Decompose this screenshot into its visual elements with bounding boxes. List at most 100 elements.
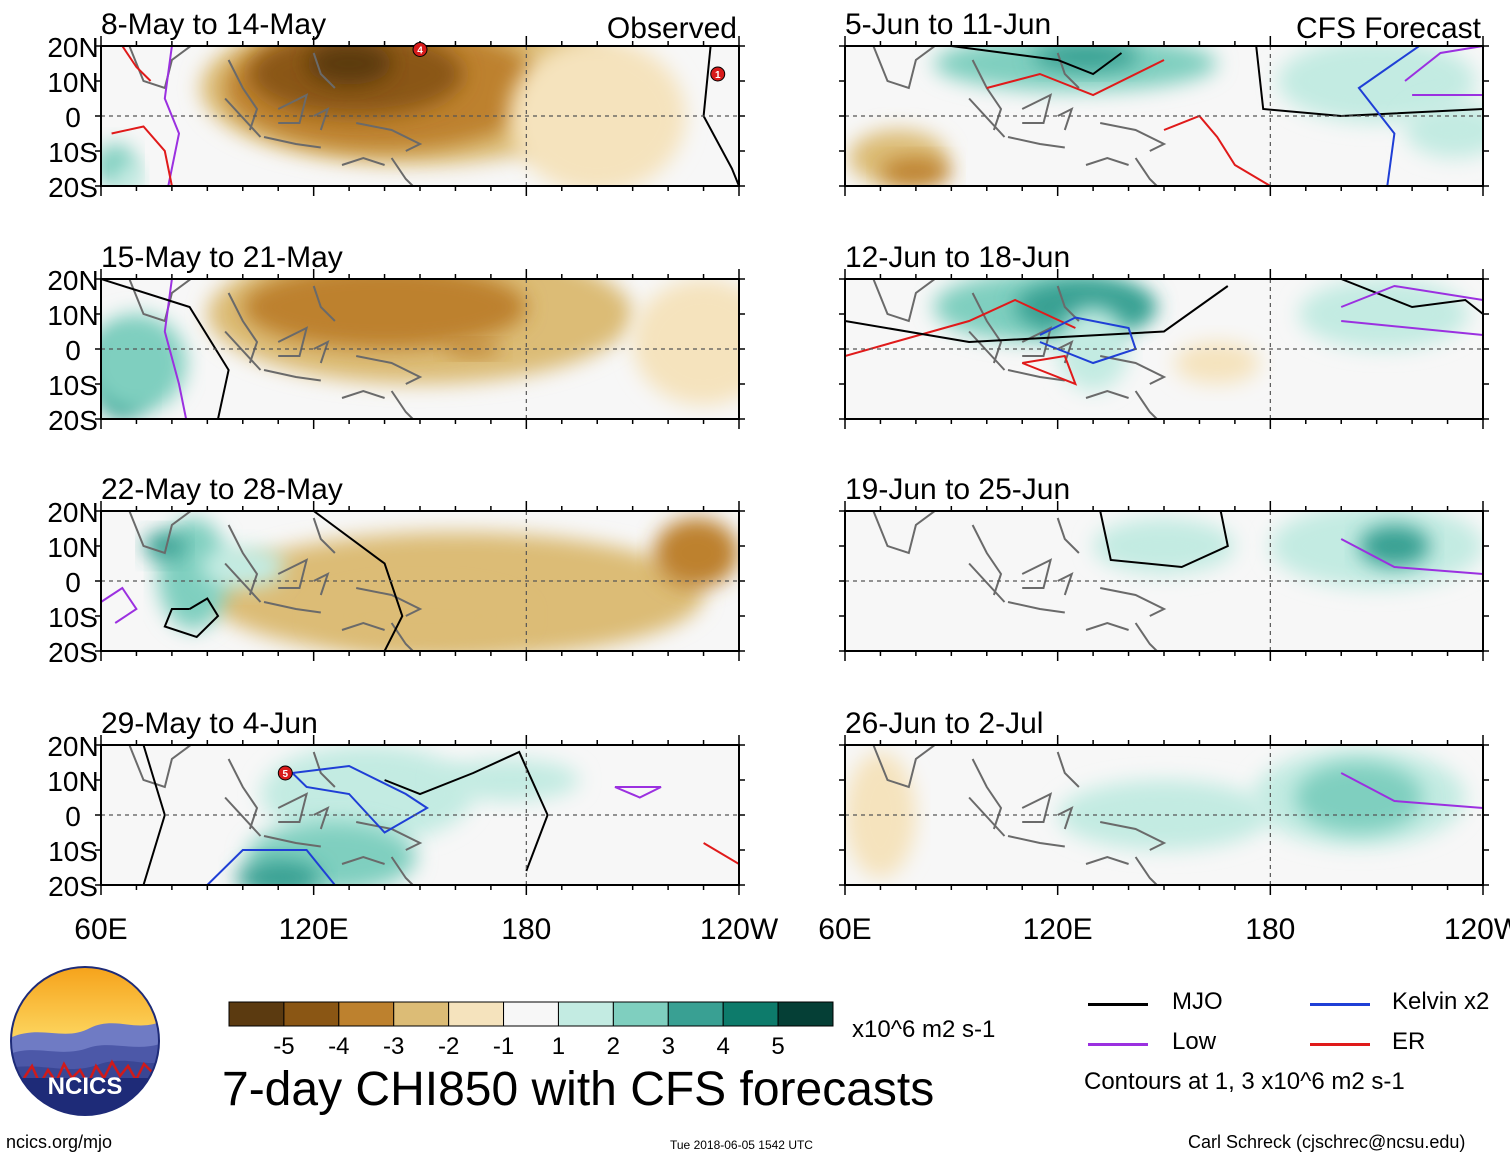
colorbar-tick-label: -4 [328,1033,349,1060]
colorbar-tick-label: 3 [662,1033,675,1060]
contour-line [703,842,739,865]
contour-line [206,849,336,885]
coastline [227,59,259,131]
x-tick-label: 120E [279,913,349,946]
anomaly-region [115,165,144,186]
contour-line [142,745,166,885]
coastline [356,821,423,851]
colorbar-tick-label: -1 [493,1033,514,1060]
coastline [341,621,385,631]
coastline [390,157,415,186]
colorbar-swatch [503,1001,559,1027]
anomaly-region [880,158,952,186]
legend-label-mjo: MJO [1172,988,1223,1015]
anomaly-region [632,279,739,405]
contour-line [614,786,662,799]
contour-line [163,279,188,419]
colorbar-tick-label: -2 [438,1033,459,1060]
coastline [1085,389,1129,399]
coastline [1134,856,1159,885]
anomaly-region [437,759,580,801]
cyclone-symbol [710,66,726,82]
anomaly-region [444,342,502,356]
anomaly-region [1032,46,1140,71]
coastline [1100,122,1167,152]
colorbar-swatch [393,1001,450,1027]
coastline [1056,517,1080,554]
coastline [227,524,259,596]
colorbar-swatch [283,1001,340,1027]
y-tick-label: 10N [47,532,98,563]
coastline [1007,369,1065,382]
colorbar-tick-label: 5 [771,1033,784,1060]
y-tick-label: 10N [47,300,98,331]
footer-url: ncics.org/mjo [6,1132,113,1152]
coastline [1100,587,1167,617]
coastline [968,97,1006,138]
coastline [128,511,193,555]
coastline [971,292,1003,364]
coastline [313,107,330,131]
coastline [1134,157,1159,186]
colorbar-swatch [777,1001,834,1027]
coastline [1134,390,1159,419]
contour-line [1255,46,1483,118]
colorbar-tick-label: -3 [383,1033,404,1060]
coastline [277,93,309,124]
colorbar-swatch [228,1001,285,1027]
coastline [312,285,336,322]
coastline [341,389,385,399]
coastline [1007,835,1065,848]
map-panel: 26-Jun to 2-Jul 60E 120E 180 120W [818,707,1510,946]
panel-label: 22-May to 28-May [101,473,343,506]
anomaly-region [1015,279,1157,335]
legend-line-er [1310,1043,1370,1046]
coastline [356,355,423,385]
anomaly-region [1057,780,1271,850]
y-tick-label: 10S [48,836,98,867]
anomaly-region [313,588,527,644]
y-tick-label: 20N [47,265,98,296]
coastline [872,279,937,323]
colorbar-tick-label: -5 [273,1033,294,1060]
panel-label: 15-May to 21-May [101,241,343,274]
contour-line [101,586,138,624]
y-tick-label: 10S [48,602,98,633]
coastline [1057,806,1074,830]
anomaly-region [101,314,187,412]
cyclone-symbol [277,765,293,781]
y-tick-label: 0 [65,567,81,598]
colorbar-swatch [667,1001,724,1027]
contour-line [1021,354,1078,386]
legend-label-er: ER [1392,1028,1426,1055]
contour-line [1039,316,1137,365]
anomaly-region [1358,525,1430,567]
x-tick-label: 120W [700,913,779,946]
anomaly-region [653,518,739,588]
contour-line [121,46,152,82]
contour-line [986,59,1165,97]
coastline [277,558,309,589]
coastline [1007,601,1065,614]
colorbar-swatch [722,1001,779,1027]
colorbar-swatch [612,1001,669,1027]
y-tick-label: 10S [48,137,98,168]
coastline [971,59,1003,131]
coastline [224,330,262,371]
figure-title: 7-day CHI850 with CFS forecasts [222,1063,935,1116]
x-tick-label: 60E [74,913,127,946]
coastline [341,855,385,865]
coastline [1056,285,1080,322]
coastline [1057,572,1074,596]
contour-line [1099,511,1229,569]
anomaly-region [1298,279,1469,349]
panel-label: 8-May to 14-May [101,8,326,41]
map-panel: 20N 10N 0 10S 20S 15-May to 21-May [47,241,745,436]
coastline [1100,821,1167,851]
coastline [128,279,193,323]
y-tick-label: 0 [65,335,81,366]
coastline [312,751,336,788]
coastline [224,562,262,603]
coastline [872,745,937,789]
